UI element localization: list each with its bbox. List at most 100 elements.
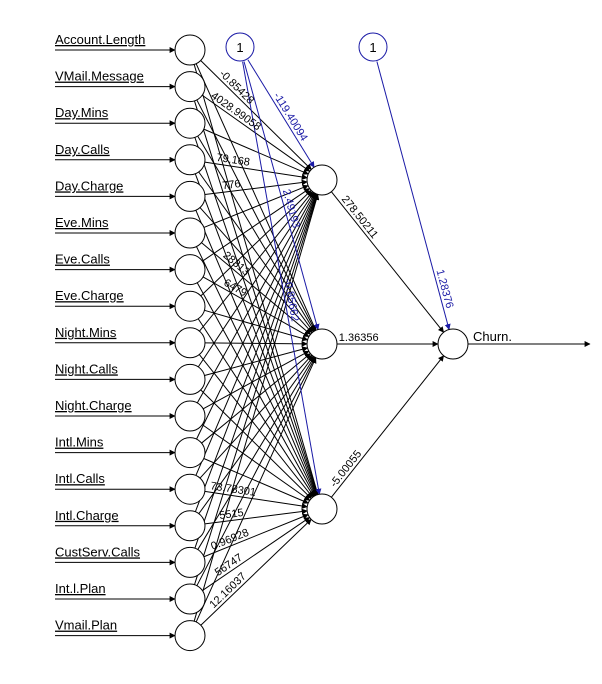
input-hidden-edge xyxy=(204,508,308,525)
input-hidden-edge xyxy=(197,192,315,368)
input-label: Vmail.Plan xyxy=(55,618,117,633)
input-hidden-edge xyxy=(203,458,309,504)
input-weight-label: 0.96928 xyxy=(209,527,250,553)
input-hidden-edge xyxy=(200,389,312,499)
hidden-node xyxy=(306,493,338,525)
input-hidden-edge xyxy=(204,309,309,342)
input-label: CustServ.Calls xyxy=(55,544,141,559)
input-weight-label: 79.168 xyxy=(216,152,251,169)
input-label: Night.Calls xyxy=(55,361,118,376)
input-hidden-edge xyxy=(203,184,309,228)
input-hidden-edge xyxy=(200,518,312,626)
input-hidden-edge xyxy=(198,355,314,514)
input-hidden-edge xyxy=(197,135,315,332)
input-hidden-edge xyxy=(196,356,316,586)
input-node xyxy=(174,400,206,432)
input-hidden-edge xyxy=(194,193,319,585)
bias-node xyxy=(358,32,388,62)
input-hidden-edge xyxy=(202,350,310,410)
input-weight-label: 6479 xyxy=(222,277,249,299)
hidden-node xyxy=(306,328,338,360)
input-label: Day.Calls xyxy=(55,142,110,157)
input-weight-label: 776 xyxy=(222,178,242,192)
output-node xyxy=(437,328,469,360)
input-node xyxy=(174,107,206,139)
input-hidden-edge xyxy=(201,353,311,444)
input-hidden-edge xyxy=(202,517,311,591)
bias-label: 1 xyxy=(369,40,376,55)
edge-layer xyxy=(55,47,591,639)
input-hidden-edge xyxy=(204,179,308,196)
input-hidden-edge xyxy=(197,356,315,550)
input-hidden-edge xyxy=(196,192,316,440)
input-node xyxy=(174,546,206,578)
input-label: Intl.Calls xyxy=(55,471,105,486)
input-hidden-edge xyxy=(202,188,311,262)
input-hidden-edge xyxy=(200,60,312,170)
input-hidden-edge xyxy=(204,490,308,509)
input-hidden-edge xyxy=(199,191,313,332)
input-label: Intl.Mins xyxy=(55,435,104,450)
input-label: Eve.Mins xyxy=(55,215,109,230)
input-label: Int.l.Plan xyxy=(55,581,106,596)
input-hidden-edge xyxy=(196,192,316,404)
input-weight-label: 5515 xyxy=(219,507,245,522)
input-label: Day.Charge xyxy=(55,178,123,193)
input-node xyxy=(174,437,206,469)
input-node xyxy=(174,473,206,505)
output-label: Churn. xyxy=(473,329,512,344)
input-label: Intl.Charge xyxy=(55,508,119,523)
bias-label: 1 xyxy=(236,40,243,55)
input-node xyxy=(174,180,206,212)
input-node xyxy=(174,620,206,652)
bias-hidden-edge xyxy=(242,61,322,495)
input-hidden-edge xyxy=(195,357,317,623)
input-hidden-edge xyxy=(199,207,313,334)
input-hidden-edge xyxy=(198,354,314,498)
input-node xyxy=(174,290,206,322)
input-node xyxy=(174,583,206,615)
input-hidden-edge xyxy=(200,189,312,297)
input-hidden-edge xyxy=(193,193,320,622)
input-hidden-edge xyxy=(202,276,310,338)
input-node xyxy=(174,254,206,286)
output-bias-weight-label: 1.28376 xyxy=(433,268,455,310)
hidden-output-weight-label: -5.00055 xyxy=(328,448,364,489)
input-hidden-edge xyxy=(195,193,317,476)
input-hidden-edge xyxy=(199,354,313,479)
node-layer xyxy=(174,32,469,652)
input-hidden-edge xyxy=(201,424,311,501)
input-hidden-edge xyxy=(201,242,311,335)
input-label: Account.Length xyxy=(55,32,145,47)
input-hidden-edge xyxy=(196,99,316,332)
hidden-output-edge xyxy=(330,191,445,333)
input-node xyxy=(174,34,206,66)
input-weight-label: 12.16037 xyxy=(207,571,248,611)
input-node xyxy=(174,363,206,395)
input-label: Eve.Calls xyxy=(55,252,110,267)
input-weight-label: 28313 xyxy=(221,249,252,278)
input-hidden-edge xyxy=(198,171,314,333)
input-node xyxy=(174,510,206,542)
hidden-output-edge xyxy=(330,355,445,498)
bias-output-edge xyxy=(376,61,451,331)
input-label: Night.Mins xyxy=(55,325,117,340)
input-hidden-edge xyxy=(194,193,318,512)
bias-node xyxy=(225,32,255,62)
bias-hidden-edge xyxy=(247,59,315,168)
input-label: Night.Charge xyxy=(55,398,132,413)
input-node xyxy=(174,327,206,359)
hidden-node xyxy=(306,164,338,196)
input-hidden-edge xyxy=(203,128,309,175)
input-node xyxy=(174,144,206,176)
input-hidden-edge xyxy=(204,346,309,376)
input-label: Day.Mins xyxy=(55,105,109,120)
input-node xyxy=(174,71,206,103)
input-hidden-edge xyxy=(195,63,317,331)
input-hidden-edge xyxy=(204,161,308,180)
input-label: VMail.Message xyxy=(55,69,144,84)
input-label: Eve.Charge xyxy=(55,288,124,303)
bias-hidden-edge xyxy=(243,61,320,331)
input-hidden-edge xyxy=(203,513,309,558)
